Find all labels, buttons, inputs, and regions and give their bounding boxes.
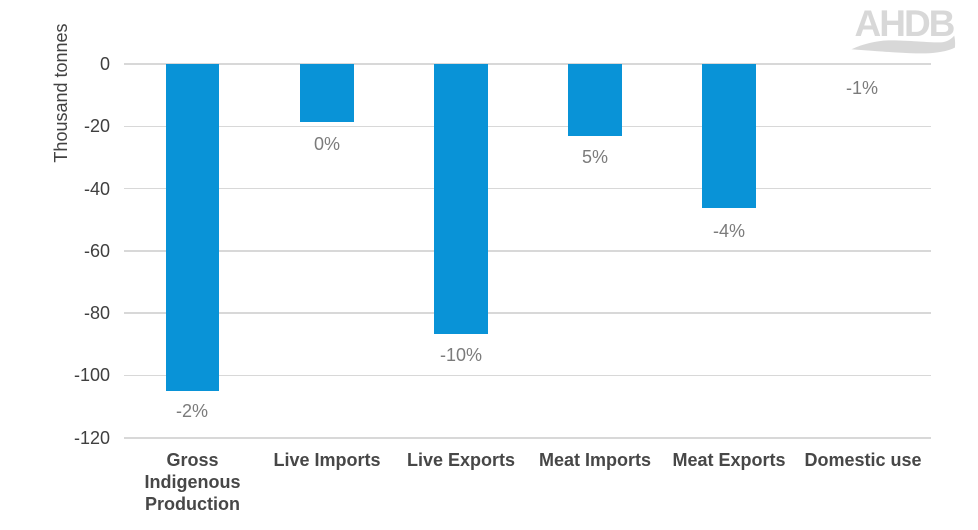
svg-text:AHDB: AHDB	[855, 3, 955, 44]
